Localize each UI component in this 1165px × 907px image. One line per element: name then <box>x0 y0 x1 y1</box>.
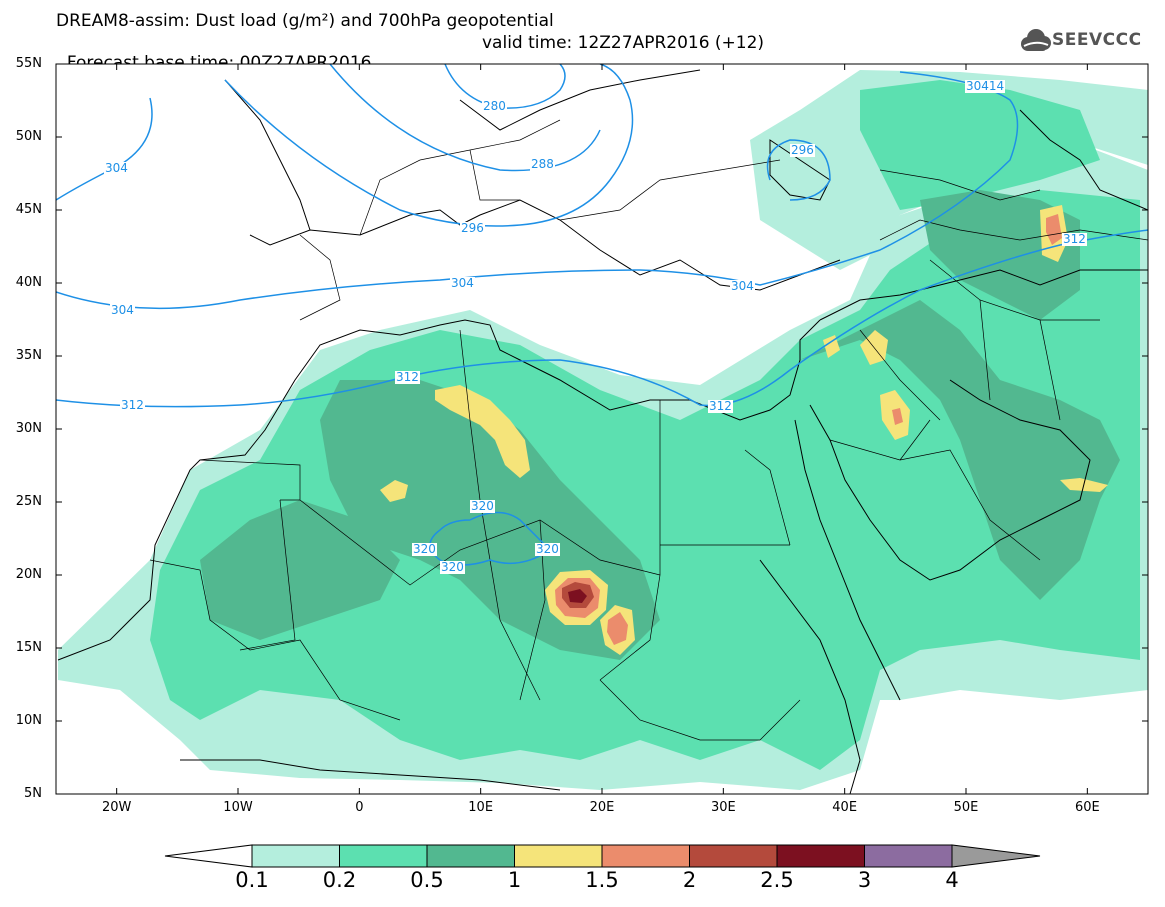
lon-label: 20E <box>589 800 615 815</box>
contour-label: 320 <box>470 499 495 513</box>
contour-label: 304 <box>110 303 135 317</box>
seevccc-logo <box>1021 29 1051 51</box>
dust-1-small <box>380 480 408 502</box>
logo-text: SEEVCCC <box>1052 30 1142 50</box>
dust-1.5-chad2 <box>607 612 628 645</box>
colorbar-level: 1 <box>507 868 522 892</box>
lat-label: 35N <box>15 348 42 363</box>
contour-label: 320 <box>535 542 560 556</box>
map-title: DREAM8-assim: Dust load (g/m²) and 700hP… <box>56 11 554 31</box>
contour-label: 304 <box>450 276 475 290</box>
lon-label: 30E <box>710 800 736 815</box>
contour-label: 288 <box>530 157 555 171</box>
dust-1-atlas <box>435 385 530 478</box>
lat-label: 45N <box>15 202 42 217</box>
lon-label: 10E <box>468 800 494 815</box>
axis-ticks <box>56 63 1148 795</box>
contour-label: 312 <box>708 399 733 413</box>
lat-label: 5N <box>24 786 42 801</box>
lon-label: 40E <box>832 800 858 815</box>
lat-label: 25N <box>15 494 42 509</box>
lon-label: 60E <box>1074 800 1100 815</box>
colorbar-level: 0.5 <box>410 868 444 892</box>
dust-0.5-east <box>800 300 1120 600</box>
colorbar-level: 0.1 <box>235 868 269 892</box>
lon-label: 50E <box>953 800 979 815</box>
lat-label: 20N <box>15 567 42 582</box>
contour-label: 296 <box>460 221 485 235</box>
contour-label: 296 <box>790 143 815 157</box>
dust-0.5-northeast <box>920 190 1080 320</box>
contour-label: 304 <box>104 161 129 175</box>
valid-time: valid time: 12Z27APR2016 (+12) <box>482 33 765 53</box>
lat-label: 15N <box>15 640 42 655</box>
lon-label: 20W <box>101 800 132 815</box>
colorbar-level: 2 <box>682 868 697 892</box>
dust-field <box>58 70 1148 790</box>
contour-label: 280 <box>482 99 507 113</box>
colorbar-level: 4 <box>945 868 959 892</box>
country-borders <box>149 119 1148 741</box>
colorbar-level: 1.5 <box>585 868 619 892</box>
dust-1.5-kazakh <box>1046 214 1062 245</box>
contour-label: 30414 <box>965 79 1006 93</box>
colorbar-level: 3 <box>857 868 872 892</box>
geopotential-contours <box>56 64 1148 566</box>
lat-label: 30N <box>15 421 42 436</box>
contour-label: 304 <box>730 279 755 293</box>
contour-label: 312 <box>1062 232 1087 246</box>
dust-1-iraq3 <box>823 335 840 358</box>
lat-label: 55N <box>15 56 42 71</box>
dust-1.5-iraq <box>892 408 903 425</box>
lat-label: 50N <box>15 129 42 144</box>
lat-label: 40N <box>15 275 42 290</box>
contour-label: 312 <box>395 370 420 384</box>
lon-label: 10W <box>223 800 253 815</box>
dust-2.5-chad <box>568 589 587 603</box>
colorbar-level: 0.2 <box>322 868 357 892</box>
dust-0.5-west <box>200 500 400 640</box>
lon-label: 0 <box>355 800 364 815</box>
dust-0.2-north <box>860 80 1100 210</box>
contour-label: 320 <box>412 542 437 556</box>
contour-label: 312 <box>120 398 145 412</box>
contour-label: 320 <box>440 560 465 574</box>
cloud-icon <box>1021 29 1051 51</box>
colorbar-level: 2.5 <box>760 868 794 892</box>
lat-label: 10N <box>15 713 42 728</box>
